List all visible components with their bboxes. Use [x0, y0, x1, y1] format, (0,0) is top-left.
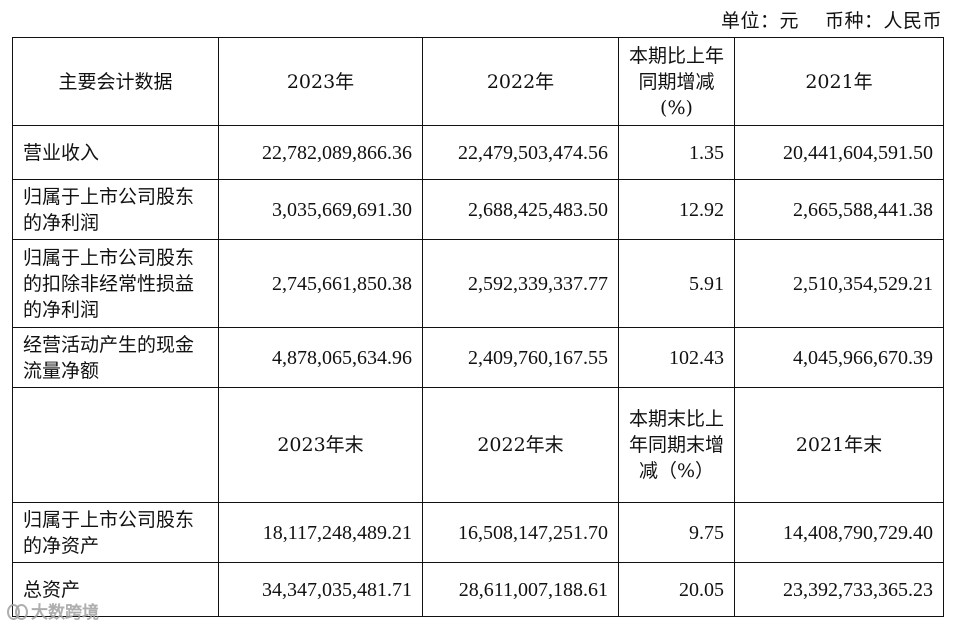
table-row: 归属于上市公司股东的扣除非经常性损益的净利润 2,745,661,850.38 …	[12, 239, 944, 328]
value-2021: 14,408,790,729.40	[734, 502, 944, 563]
header-2023-end: 2023年末	[218, 387, 423, 503]
header-2023: 2023年	[218, 37, 423, 126]
unit-label: 单位：元	[720, 10, 799, 32]
header-change: 本期比上年同期增减(%)	[618, 37, 735, 126]
header-item-blank	[12, 387, 219, 503]
header-2021: 2021年	[734, 37, 944, 126]
value-2021: 23,392,733,365.23	[734, 562, 944, 617]
financial-data-table: 主要会计数据 2023年 2022年 本期比上年同期增减(%) 2021年 营业…	[12, 37, 944, 617]
value-2022: 22,479,503,474.56	[422, 125, 619, 180]
header-item: 主要会计数据	[12, 37, 219, 126]
value-change: 12.92	[618, 179, 735, 240]
row-label: 总资产	[12, 562, 219, 617]
unit-line: 单位：元 币种：人民币	[719, 6, 942, 33]
value-2023: 4,878,065,634.96	[218, 327, 423, 388]
value-change: 9.75	[618, 502, 735, 563]
value-2022: 16,508,147,251.70	[422, 502, 619, 563]
table-row: 总资产 34,347,035,481.71 28,611,007,188.61 …	[12, 562, 944, 617]
value-2023: 22,782,089,866.36	[218, 125, 423, 180]
table-row: 营业收入 22,782,089,866.36 22,479,503,474.56…	[12, 125, 944, 180]
value-2022: 2,409,760,167.55	[422, 327, 619, 388]
value-change: 20.05	[618, 562, 735, 617]
row-label: 归属于上市公司股东的净资产	[12, 502, 219, 563]
value-2021: 2,665,588,441.38	[734, 179, 944, 240]
table-row: 经营活动产生的现金流量净额 4,878,065,634.96 2,409,760…	[12, 327, 944, 388]
value-2023: 2,745,661,850.38	[218, 239, 423, 328]
row-label: 归属于上市公司股东的净利润	[12, 179, 219, 240]
currency-label: 币种：人民币	[824, 10, 942, 32]
value-change: 102.43	[618, 327, 735, 388]
value-2022: 2,592,339,337.77	[422, 239, 619, 328]
row-label: 营业收入	[12, 125, 219, 180]
header-2022: 2022年	[422, 37, 619, 126]
header-2021-end: 2021年末	[734, 387, 944, 503]
value-2023: 18,117,248,489.21	[218, 502, 423, 563]
row-label: 归属于上市公司股东的扣除非经常性损益的净利润	[12, 239, 219, 328]
value-2021: 4,045,966,670.39	[734, 327, 944, 388]
value-2023: 3,035,669,691.30	[218, 179, 423, 240]
value-change: 5.91	[618, 239, 735, 328]
value-2021: 2,510,354,529.21	[734, 239, 944, 328]
watermark-text: 大数跨境	[31, 603, 99, 623]
table-row: 归属于上市公司股东的净资产 18,117,248,489.21 16,508,1…	[12, 502, 944, 563]
header-row-annual: 主要会计数据 2023年 2022年 本期比上年同期增减(%) 2021年	[12, 37, 944, 126]
weibo-like-logo-icon	[6, 602, 28, 620]
table-row: 归属于上市公司股东的净利润 3,035,669,691.30 2,688,425…	[12, 179, 944, 240]
value-2022: 28,611,007,188.61	[422, 562, 619, 617]
header-change-end: 本期末比上年同期末增减（%）	[618, 387, 735, 503]
value-2023: 34,347,035,481.71	[218, 562, 423, 617]
row-label: 经营活动产生的现金流量净额	[12, 327, 219, 388]
value-change: 1.35	[618, 125, 735, 180]
watermark: 大数跨境	[6, 598, 99, 623]
value-2021: 20,441,604,591.50	[734, 125, 944, 180]
header-2022-end: 2022年末	[422, 387, 619, 503]
header-row-yearend: 2023年末 2022年末 本期末比上年同期末增减（%） 2021年末	[12, 387, 944, 503]
value-2022: 2,688,425,483.50	[422, 179, 619, 240]
